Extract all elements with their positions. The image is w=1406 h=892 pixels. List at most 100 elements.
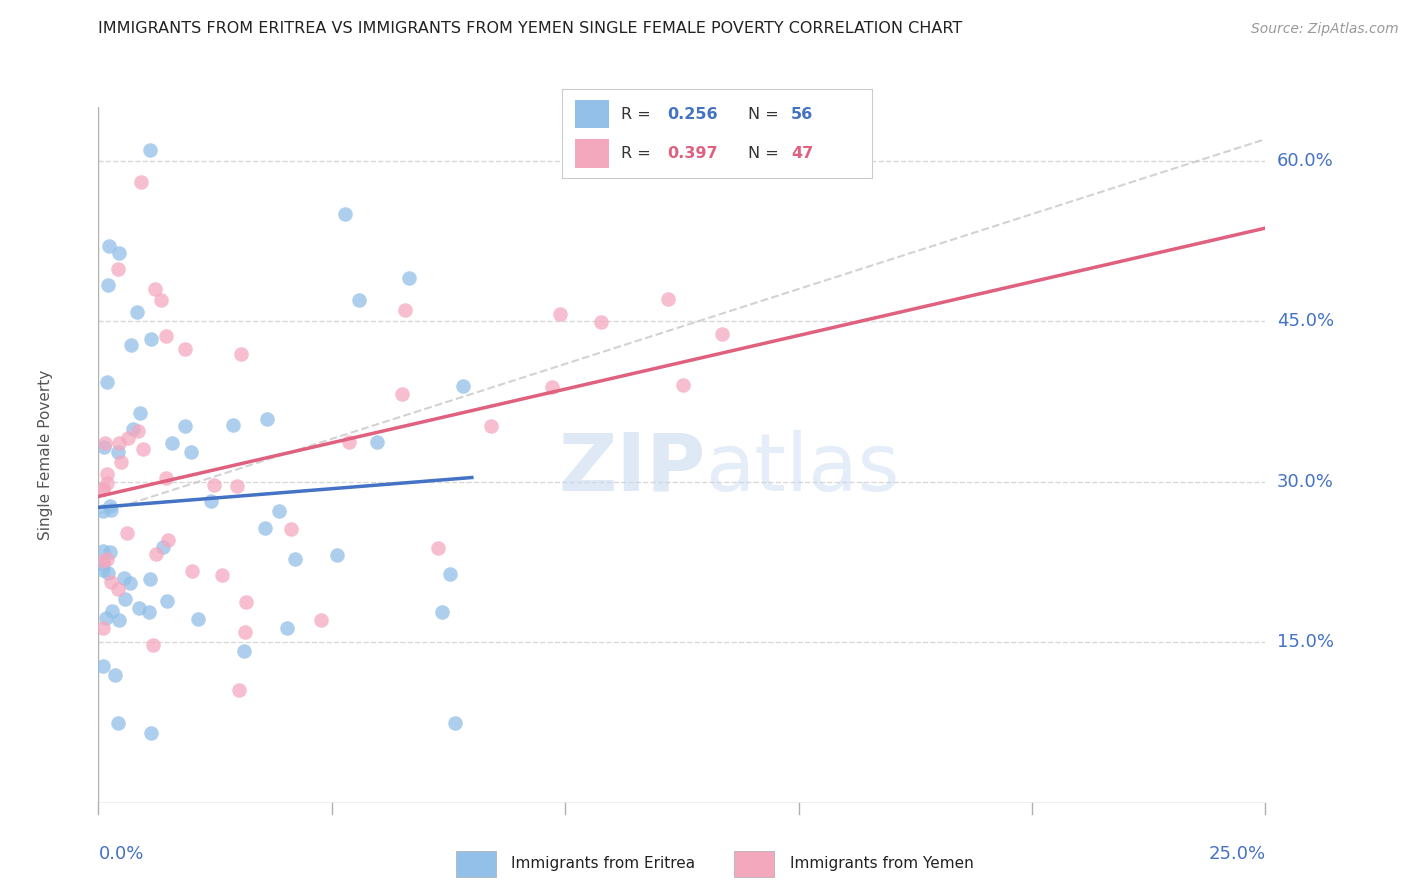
Point bbox=[100, 502, 122, 516]
Point bbox=[96, 475, 118, 490]
Text: N =: N = bbox=[748, 107, 785, 121]
Text: 56: 56 bbox=[792, 107, 814, 121]
FancyBboxPatch shape bbox=[575, 100, 609, 128]
Text: 0.397: 0.397 bbox=[668, 146, 718, 161]
Text: atlas: atlas bbox=[706, 430, 900, 508]
Point bbox=[256, 412, 278, 426]
Point bbox=[112, 571, 135, 585]
Point bbox=[104, 667, 127, 681]
Point bbox=[91, 482, 114, 496]
Point bbox=[453, 379, 475, 393]
Text: IMMIGRANTS FROM ERITREA VS IMMIGRANTS FROM YEMEN SINGLE FEMALE POVERTY CORRELATI: IMMIGRANTS FROM ERITREA VS IMMIGRANTS FR… bbox=[98, 21, 963, 36]
Point bbox=[108, 435, 131, 450]
Point bbox=[235, 595, 257, 609]
Point bbox=[333, 207, 356, 221]
Point bbox=[98, 499, 121, 513]
Point bbox=[394, 303, 416, 318]
Point bbox=[125, 305, 148, 319]
Point bbox=[120, 337, 142, 351]
Point bbox=[432, 606, 454, 620]
Point bbox=[97, 566, 120, 581]
Point bbox=[107, 245, 129, 260]
Point bbox=[120, 575, 142, 590]
Point bbox=[439, 566, 461, 581]
Point bbox=[107, 613, 129, 627]
Point bbox=[337, 435, 360, 450]
Point bbox=[94, 435, 117, 450]
Point bbox=[202, 478, 225, 492]
Point bbox=[280, 522, 302, 536]
Point bbox=[253, 521, 276, 535]
FancyBboxPatch shape bbox=[575, 139, 609, 168]
Point bbox=[91, 622, 114, 636]
Text: 45.0%: 45.0% bbox=[1277, 312, 1334, 330]
Point bbox=[117, 431, 139, 445]
Point bbox=[96, 467, 118, 482]
Point bbox=[93, 440, 115, 454]
Point bbox=[138, 605, 160, 619]
Point bbox=[117, 525, 139, 540]
Point bbox=[444, 715, 467, 730]
Point bbox=[139, 726, 162, 740]
FancyBboxPatch shape bbox=[456, 851, 496, 877]
Point bbox=[711, 327, 734, 342]
Point bbox=[426, 541, 449, 555]
Point bbox=[366, 435, 388, 450]
FancyBboxPatch shape bbox=[734, 851, 775, 877]
Point bbox=[233, 625, 256, 640]
Point bbox=[284, 552, 307, 566]
Point bbox=[139, 573, 162, 587]
Point bbox=[229, 347, 252, 361]
Point bbox=[94, 611, 117, 625]
Point bbox=[155, 471, 177, 485]
Point bbox=[107, 716, 129, 731]
Point bbox=[107, 261, 129, 276]
Point bbox=[141, 332, 163, 346]
Point bbox=[142, 638, 165, 652]
Point bbox=[97, 239, 120, 253]
Text: 15.0%: 15.0% bbox=[1277, 633, 1334, 651]
Point bbox=[132, 442, 155, 456]
Text: 25.0%: 25.0% bbox=[1208, 845, 1265, 863]
Text: Immigrants from Yemen: Immigrants from Yemen bbox=[790, 855, 973, 871]
Point bbox=[173, 419, 195, 434]
Point bbox=[222, 417, 245, 432]
Point bbox=[138, 143, 160, 157]
Text: R =: R = bbox=[621, 146, 657, 161]
Point bbox=[479, 418, 502, 433]
Point bbox=[309, 613, 332, 627]
Point bbox=[97, 277, 120, 292]
Point bbox=[114, 591, 136, 606]
Text: Immigrants from Eritrea: Immigrants from Eritrea bbox=[512, 855, 696, 871]
Point bbox=[391, 386, 413, 401]
Point bbox=[267, 504, 290, 518]
Text: ZIP: ZIP bbox=[558, 430, 706, 508]
Point bbox=[349, 293, 371, 307]
Point bbox=[127, 424, 149, 438]
Point bbox=[110, 455, 132, 469]
Point bbox=[91, 503, 114, 517]
Point bbox=[589, 315, 612, 329]
Point bbox=[211, 567, 233, 582]
Point bbox=[180, 444, 202, 458]
Point bbox=[181, 564, 204, 578]
Point bbox=[160, 436, 183, 450]
Point bbox=[200, 494, 222, 508]
Point bbox=[398, 271, 420, 285]
Point bbox=[143, 282, 166, 296]
Point bbox=[326, 549, 349, 563]
Point bbox=[671, 377, 693, 392]
Point bbox=[145, 547, 167, 561]
Text: 0.0%: 0.0% bbox=[98, 845, 143, 863]
Point bbox=[155, 328, 177, 343]
Text: Single Female Poverty: Single Female Poverty bbox=[38, 370, 53, 540]
Point bbox=[276, 621, 298, 635]
Point bbox=[129, 175, 152, 189]
Text: Source: ZipAtlas.com: Source: ZipAtlas.com bbox=[1251, 21, 1399, 36]
Point bbox=[91, 658, 114, 673]
Point bbox=[152, 541, 174, 555]
Point bbox=[101, 604, 124, 618]
Point bbox=[129, 406, 152, 420]
Point bbox=[107, 445, 129, 459]
Point bbox=[232, 644, 254, 658]
